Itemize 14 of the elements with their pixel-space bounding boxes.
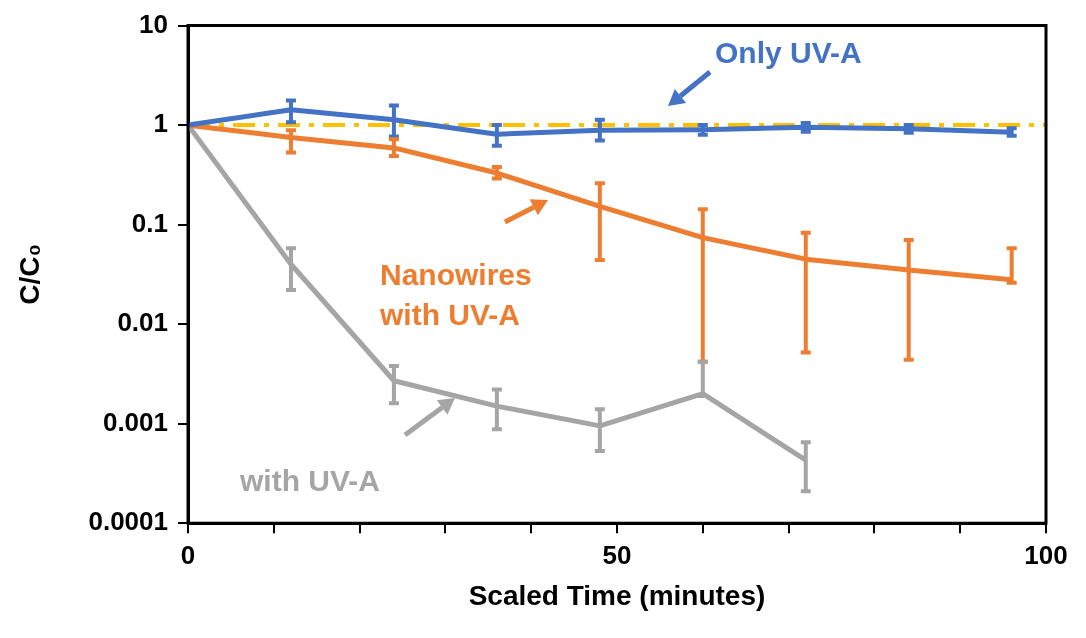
x-tick-label: 100 <box>1024 539 1068 570</box>
y-tick-label: 0.0001 <box>88 506 168 537</box>
series-label: Only UV-A <box>715 36 862 70</box>
y-tick-label: 1 <box>153 108 168 139</box>
text: with UV-A <box>239 464 380 498</box>
y-axis-title: C/C₀ <box>13 243 45 305</box>
y-tick-label: 0.01 <box>117 307 168 338</box>
x-tick-label: 0 <box>180 539 196 570</box>
y-tick-label: 0.1 <box>131 207 168 238</box>
x-tick-label: 50 <box>602 539 632 570</box>
y-tick-label: 0.001 <box>102 406 168 437</box>
text: Nanowires with UV-A <box>379 258 532 332</box>
x-axis-title: Scaled Time (minutes) <box>468 579 766 611</box>
y-tick-label: 10 <box>139 8 168 39</box>
